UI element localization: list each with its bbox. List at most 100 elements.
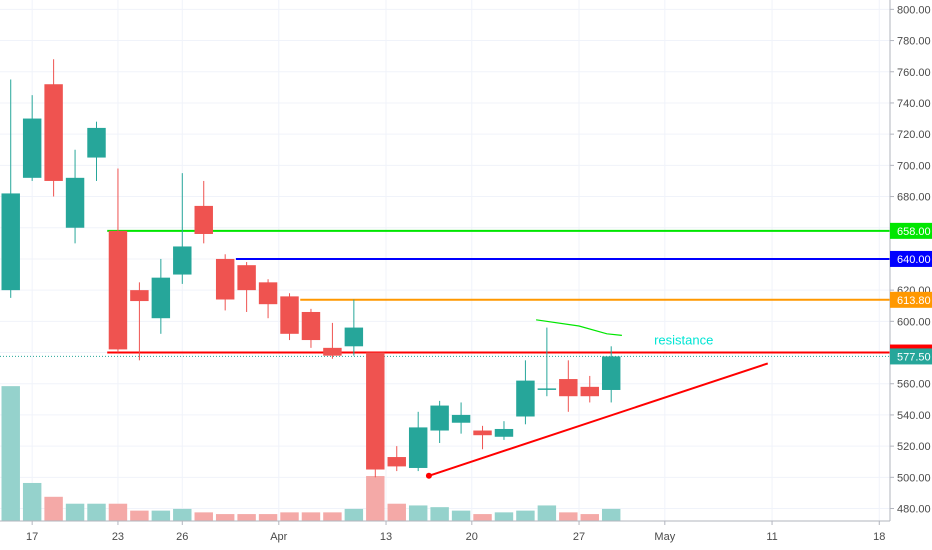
volume-bar-8 (173, 508, 192, 521)
candle-body-10 (215, 258, 235, 300)
price-tick-label-3: 540.00 (897, 410, 931, 422)
candle-body-16 (344, 327, 364, 347)
candle-body-6 (130, 290, 149, 302)
volume-bar-7 (151, 510, 171, 521)
volume-bar-10 (215, 514, 235, 521)
volume-bars (1, 386, 621, 521)
volume-bar-22 (473, 514, 492, 521)
candle-body-12 (258, 282, 278, 305)
time-tick-label-2: 26 (176, 531, 188, 543)
candle-body-28 (601, 356, 621, 390)
candle-body-22 (473, 430, 492, 436)
candle-body-0 (1, 193, 20, 291)
volume-bar-25 (537, 505, 557, 521)
level-640-tag (890, 250, 932, 267)
candle-body-25 (537, 388, 557, 390)
candle-body-23 (494, 428, 514, 437)
volume-bar-3 (65, 503, 85, 521)
volume-bar-20 (430, 507, 449, 521)
volume-bar-9 (194, 512, 213, 521)
price-tick-label-11: 700.00 (897, 160, 931, 172)
volume-bar-13 (280, 512, 299, 521)
price-tick-label-16: 800.00 (897, 4, 931, 16)
candles (1, 59, 621, 478)
candle-body-24 (516, 380, 535, 417)
candle-body-2 (44, 84, 63, 181)
volume-bar-27 (580, 514, 599, 521)
time-tick-label-8: 11 (766, 531, 777, 543)
current-price-label: 577.50 (897, 351, 931, 363)
resistance-stroke (536, 319, 622, 336)
price-tick-label-14: 760.00 (897, 67, 931, 79)
volume-bar-15 (323, 512, 342, 521)
volume-bar-0 (1, 386, 20, 521)
trendline-anchor (425, 472, 432, 479)
candle-body-13 (280, 296, 299, 334)
candle-body-17 (366, 352, 385, 470)
time-tick-label-6: 27 (573, 531, 585, 543)
drawings: resistance (425, 319, 769, 479)
time-axis-background (0, 521, 890, 550)
price-tick-label-2: 520.00 (897, 441, 931, 453)
candle-body-8 (173, 246, 192, 275)
price-tick-label-12: 720.00 (897, 129, 931, 141)
candle-body-3 (65, 177, 85, 228)
volume-bar-11 (237, 514, 256, 521)
volume-bar-21 (451, 510, 471, 521)
volume-bar-14 (301, 512, 321, 521)
candle-body-20 (430, 405, 449, 431)
volume-bar-6 (130, 510, 149, 521)
level-658-label: 658.00 (897, 226, 931, 238)
price-tick-label-6: 600.00 (897, 316, 931, 328)
time-tick-label-3: Apr (270, 531, 287, 543)
volume-bar-17 (366, 476, 385, 521)
time-tick-label-5: 20 (466, 531, 478, 543)
support-trendline (428, 362, 769, 477)
volume-bar-4 (87, 503, 106, 521)
current-price-tag (890, 348, 932, 365)
volume-bar-2 (44, 496, 63, 521)
level-613-tag (890, 291, 932, 308)
level-658-tag (890, 222, 932, 239)
candle-body-15 (323, 347, 342, 356)
grid-lines (0, 0, 890, 521)
price-tick-label-1: 500.00 (897, 472, 931, 484)
price-tick-label-0: 480.00 (897, 504, 931, 516)
candle-body-27 (580, 386, 599, 397)
candle-body-26 (559, 379, 578, 397)
price-tick-label-13: 740.00 (897, 98, 931, 110)
time-tick-label-7: May (654, 531, 675, 543)
horizontal-levels (0, 229, 890, 357)
volume-bar-23 (494, 512, 514, 521)
candle-body-19 (408, 427, 428, 468)
candle-body-7 (151, 277, 171, 319)
price-tick-label-4: 560.00 (897, 379, 931, 391)
volume-bar-24 (516, 510, 535, 521)
resistance-annotation: resistance (654, 333, 713, 348)
time-tick-label-0: 17 (26, 531, 38, 543)
volume-bar-12 (258, 514, 278, 521)
volume-bar-19 (408, 505, 428, 521)
time-tick-label-4: 13 (380, 531, 392, 543)
price-axis[interactable]: 480.00500.00520.00540.00560.00580.00600.… (889, 0, 932, 550)
volume-bar-28 (601, 508, 621, 521)
price-tick-label-10: 680.00 (897, 192, 931, 204)
candle-body-5 (108, 230, 128, 350)
time-axis[interactable]: 17 23 26 Apr 13 20 27 May 11 18 (0, 520, 890, 550)
time-tick-label-9: 18 (873, 531, 885, 543)
volume-bar-1 (22, 482, 42, 521)
candle-body-9 (194, 205, 213, 234)
candle-body-18 (387, 457, 406, 467)
level-640-label: 640.00 (897, 254, 931, 266)
volume-bar-5 (108, 503, 128, 521)
price-tick-label-15: 780.00 (897, 36, 931, 48)
price-axis-background (890, 0, 932, 550)
candle-body-4 (87, 127, 106, 158)
candle-body-21 (451, 414, 471, 423)
candle-body-1 (22, 118, 42, 178)
time-tick-label-1: 23 (112, 531, 124, 543)
candle-body-11 (237, 265, 256, 291)
volume-bar-16 (344, 508, 364, 521)
